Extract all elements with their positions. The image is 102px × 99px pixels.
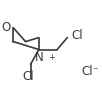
Text: N: N <box>34 51 43 64</box>
Text: Cl⁻: Cl⁻ <box>82 65 99 78</box>
Text: Cl: Cl <box>71 29 83 42</box>
Text: O: O <box>1 21 10 34</box>
Text: Cl: Cl <box>23 70 34 83</box>
Text: +: + <box>48 53 55 62</box>
